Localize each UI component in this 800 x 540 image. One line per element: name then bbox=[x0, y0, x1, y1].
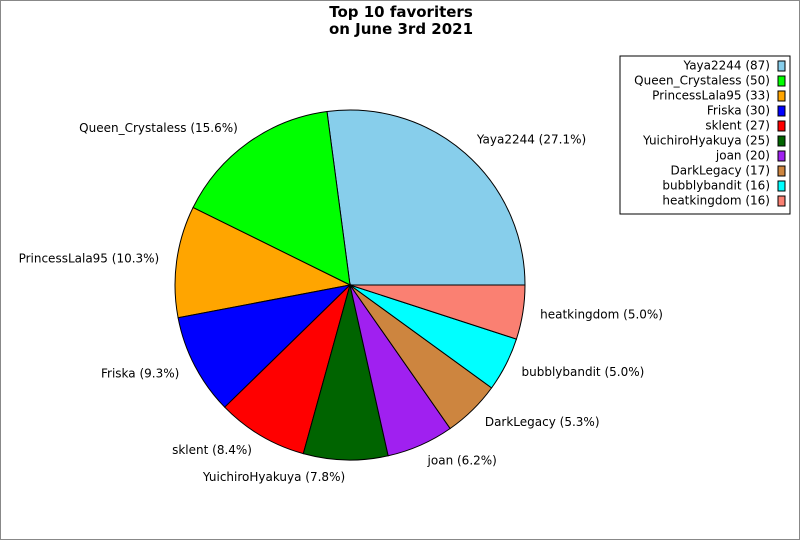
legend-swatch bbox=[777, 105, 786, 117]
slice-label: sklent (8.4%) bbox=[172, 443, 252, 457]
legend-label: Friska (30) bbox=[707, 104, 770, 118]
legend-label: sklent (27) bbox=[705, 119, 770, 133]
legend-swatch bbox=[777, 120, 786, 132]
legend-label: bubblybandit (16) bbox=[662, 179, 770, 193]
legend-swatch bbox=[777, 195, 786, 207]
legend-label: joan (20) bbox=[715, 149, 770, 163]
legend-label: Queen_Crystaless (50) bbox=[634, 74, 770, 88]
slice-label: Queen_Crystaless (15.6%) bbox=[79, 121, 238, 135]
pie-slice bbox=[349, 284, 526, 340]
pie-slice bbox=[326, 109, 526, 286]
slice-label: joan (6.2%) bbox=[427, 454, 497, 468]
pie-slice bbox=[192, 110, 351, 286]
slice-label: PrincessLala95 (10.3%) bbox=[19, 252, 160, 266]
pie-slice bbox=[174, 206, 352, 319]
legend-swatch bbox=[777, 180, 786, 192]
slice-label: bubblybandit (5.0%) bbox=[522, 365, 645, 379]
legend-swatch bbox=[777, 150, 786, 162]
legend-label: DarkLegacy (17) bbox=[671, 164, 770, 178]
legend-swatch bbox=[777, 165, 786, 177]
legend-swatch bbox=[777, 90, 786, 102]
slice-label: Friska (9.3%) bbox=[101, 367, 179, 381]
legend-box bbox=[619, 55, 791, 215]
slice-label: YuichiroHyakuya (7.8%) bbox=[202, 470, 345, 484]
legend-label: PrincessLala95 (33) bbox=[652, 89, 770, 103]
slice-label: DarkLegacy (5.3%) bbox=[485, 415, 600, 429]
legend-label: YuichiroHyakuya (25) bbox=[642, 134, 770, 148]
legend-swatch bbox=[777, 60, 786, 72]
legend-swatch bbox=[777, 135, 786, 147]
pie-slice bbox=[224, 283, 351, 455]
chart-title: Top 10 favoriters on June 3rd 2021 bbox=[328, 3, 474, 38]
legend-label: Yaya2244 (87) bbox=[683, 59, 770, 73]
legend-swatch bbox=[777, 75, 786, 87]
slice-label: Yaya2244 (27.1%) bbox=[476, 133, 586, 147]
slice-label: heatkingdom (5.0%) bbox=[540, 308, 663, 322]
pie-slice bbox=[177, 284, 352, 408]
legend-label: heatkingdom (16) bbox=[662, 194, 770, 208]
